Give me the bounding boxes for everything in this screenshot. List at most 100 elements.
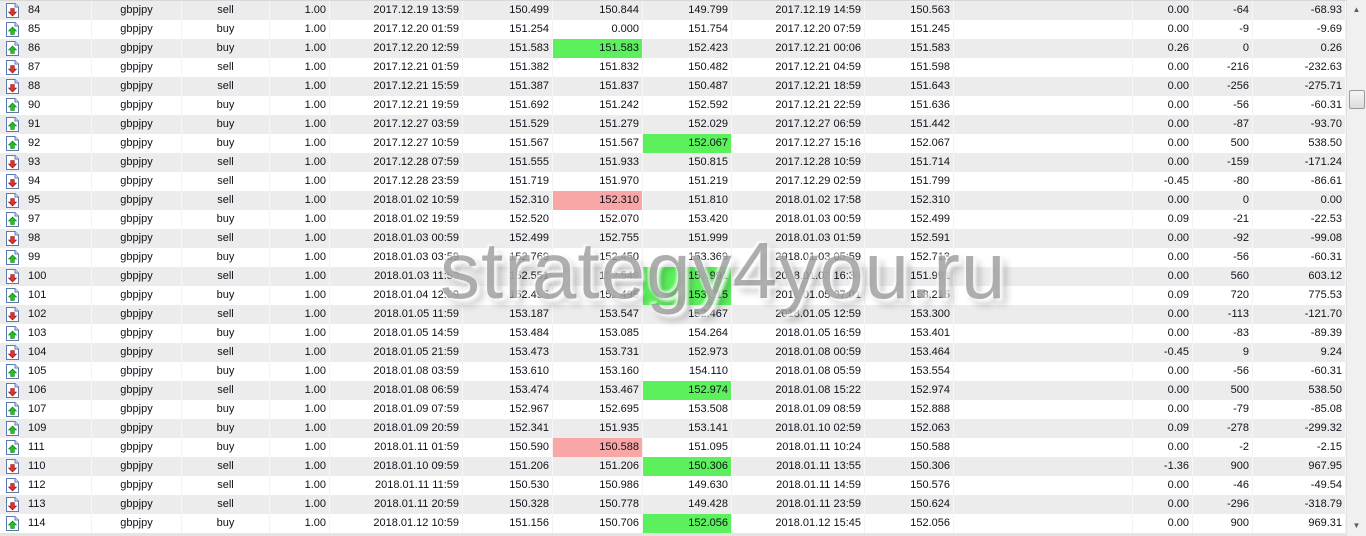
table-row[interactable]: 97 gbpjpy buy 1.00 2018.01.02 19:59 152.520 15…: [0, 210, 1346, 229]
table-row[interactable]: 106 gbpjpy sell 1.00 2018.01.08 06:59 153.474…: [0, 381, 1346, 400]
close-time-cell: 2018.01.12 15:45: [732, 514, 865, 533]
close-price-cell: 153.300: [865, 305, 954, 324]
type-cell: sell: [182, 153, 270, 172]
pips-cell: -56: [1193, 248, 1253, 267]
table-row[interactable]: 100 gbpjpy sell 1.00 2018.01.03 11:59 152.551…: [0, 267, 1346, 286]
stop-loss-cell: 0.000: [553, 20, 643, 39]
profit-cell: -232.63: [1253, 58, 1346, 77]
table-row[interactable]: 111 gbpjpy buy 1.00 2018.01.11 01:59 150.590 1…: [0, 438, 1346, 457]
table-row[interactable]: 88 gbpjpy sell 1.00 2017.12.21 15:59 151.387 1…: [0, 77, 1346, 96]
take-profit-cell: 153.215: [643, 286, 732, 305]
take-profit-cell: 153.141: [643, 419, 732, 438]
table-row[interactable]: 104 gbpjpy sell 1.00 2018.01.05 21:59 153.473…: [0, 343, 1346, 362]
stop-loss-cell: 151.279: [553, 115, 643, 134]
type-cell: buy: [182, 248, 270, 267]
table-row[interactable]: 90 gbpjpy buy 1.00 2017.12.21 19:59 151.692 15…: [0, 96, 1346, 115]
volume-cell: 1.00: [270, 77, 330, 96]
table-row[interactable]: 107 gbpjpy buy 1.00 2018.01.09 07:59 152.967 1…: [0, 400, 1346, 419]
profit-cell: -60.31: [1253, 248, 1346, 267]
table-row[interactable]: 103 gbpjpy buy 1.00 2018.01.05 14:59 153.484 1…: [0, 324, 1346, 343]
ticket-cell: 113: [0, 495, 92, 514]
table-row[interactable]: 92 gbpjpy buy 1.00 2017.12.27 10:59 151.567 15…: [0, 134, 1346, 153]
profit-cell: 0.26: [1253, 39, 1346, 58]
ticket-number: 98: [28, 232, 41, 244]
swap-cell: 0.00: [1133, 134, 1193, 153]
commission-cell: [954, 153, 1133, 172]
symbol-cell: gbpjpy: [92, 419, 182, 438]
ticket-number: 88: [28, 80, 41, 92]
symbol-cell: gbpjpy: [92, 476, 182, 495]
type-cell: sell: [182, 343, 270, 362]
take-profit-cell: 149.799: [643, 1, 732, 20]
symbol-cell: gbpjpy: [92, 457, 182, 476]
ticket-cell: 109: [0, 419, 92, 438]
stop-loss-cell: 151.935: [553, 419, 643, 438]
symbol-cell: gbpjpy: [92, 39, 182, 58]
open-price-cell: 152.967: [463, 400, 553, 419]
table-row[interactable]: 98 gbpjpy sell 1.00 2018.01.03 00:59 152.499 1…: [0, 229, 1346, 248]
table-row[interactable]: 85 gbpjpy buy 1.00 2017.12.20 01:59 151.254 0.…: [0, 20, 1346, 39]
stop-loss-cell: 152.549: [553, 267, 643, 286]
open-time-cell: 2017.12.21 15:59: [330, 77, 463, 96]
table-row[interactable]: 95 gbpjpy sell 1.00 2018.01.02 10:59 152.310 1…: [0, 191, 1346, 210]
swap-cell: 0.00: [1133, 381, 1193, 400]
buy-order-up-arrow-icon: [6, 22, 19, 37]
pips-cell: -56: [1193, 96, 1253, 115]
table-row[interactable]: 86 gbpjpy buy 1.00 2017.12.20 12:59 151.583 15…: [0, 39, 1346, 58]
stop-loss-cell: 151.933: [553, 153, 643, 172]
open-price-cell: 151.387: [463, 77, 553, 96]
table-row[interactable]: 99 gbpjpy buy 1.00 2018.01.03 03:59 152.769 15…: [0, 248, 1346, 267]
table-row[interactable]: 105 gbpjpy buy 1.00 2018.01.08 03:59 153.610 1…: [0, 362, 1346, 381]
close-time-cell: 2018.01.05 16:59: [732, 324, 865, 343]
open-price-cell: 151.583: [463, 39, 553, 58]
stop-loss-cell: 152.495: [553, 286, 643, 305]
ticket-cell: 114: [0, 514, 92, 533]
ticket-number: 94: [28, 175, 41, 187]
table-row[interactable]: 93 gbpjpy sell 1.00 2017.12.28 07:59 151.555 1…: [0, 153, 1346, 172]
pips-cell: 500: [1193, 134, 1253, 153]
table-row[interactable]: 112 gbpjpy sell 1.00 2018.01.11 11:59 150.530…: [0, 476, 1346, 495]
profit-cell: 538.50: [1253, 134, 1346, 153]
table-row[interactable]: 114 gbpjpy buy 1.00 2018.01.12 10:59 151.156 1…: [0, 514, 1346, 533]
profit-cell: -275.71: [1253, 77, 1346, 96]
take-profit-cell: 150.815: [643, 153, 732, 172]
type-cell: buy: [182, 419, 270, 438]
take-profit-cell: 152.592: [643, 96, 732, 115]
table-row[interactable]: 110 gbpjpy sell 1.00 2018.01.10 09:59 151.206…: [0, 457, 1346, 476]
close-time-cell: 2018.01.02 17:58: [732, 191, 865, 210]
pips-cell: -83: [1193, 324, 1253, 343]
stop-loss-cell: 153.085: [553, 324, 643, 343]
sell-order-down-arrow-icon: [6, 269, 19, 284]
buy-order-up-arrow-icon: [6, 421, 19, 436]
take-profit-cell: 151.991: [643, 267, 732, 286]
type-cell: buy: [182, 324, 270, 343]
profit-cell: 775.53: [1253, 286, 1346, 305]
scroll-thumb[interactable]: [1349, 90, 1365, 109]
swap-cell: 0.00: [1133, 20, 1193, 39]
table-row[interactable]: 91 gbpjpy buy 1.00 2017.12.27 03:59 151.529 15…: [0, 115, 1346, 134]
table-row[interactable]: 84 gbpjpy sell 1.00 2017.12.19 13:59 150.499 1…: [0, 1, 1346, 20]
open-time-cell: 2018.01.05 21:59: [330, 343, 463, 362]
symbol-cell: gbpjpy: [92, 305, 182, 324]
table-row[interactable]: 102 gbpjpy sell 1.00 2018.01.05 11:59 153.187…: [0, 305, 1346, 324]
commission-cell: [954, 305, 1133, 324]
table-row[interactable]: 109 gbpjpy buy 1.00 2018.01.09 20:59 152.341 1…: [0, 419, 1346, 438]
scroll-down-arrow-icon[interactable]: ▼: [1352, 521, 1361, 530]
swap-cell: 0.00: [1133, 362, 1193, 381]
pips-cell: -56: [1193, 362, 1253, 381]
ticket-number: 100: [28, 270, 47, 282]
table-row[interactable]: 101 gbpjpy buy 1.00 2018.01.04 12:59 152.495 1…: [0, 286, 1346, 305]
scroll-up-arrow-icon[interactable]: ▲: [1352, 5, 1361, 14]
table-row[interactable]: 113 gbpjpy sell 1.00 2018.01.11 20:59 150.328…: [0, 495, 1346, 514]
table-row[interactable]: 87 gbpjpy sell 1.00 2017.12.21 01:59 151.382 1…: [0, 58, 1346, 77]
table-row[interactable]: 94 gbpjpy sell 1.00 2017.12.28 23:59 151.719 1…: [0, 172, 1346, 191]
ticket-cell: 97: [0, 210, 92, 229]
stop-loss-cell: 152.755: [553, 229, 643, 248]
sell-order-down-arrow-icon: [6, 193, 19, 208]
vertical-scrollbar[interactable]: ▲ ▼: [1346, 0, 1366, 536]
buy-order-up-arrow-icon: [6, 516, 19, 531]
close-price-cell: 151.636: [865, 96, 954, 115]
ticket-cell: 104: [0, 343, 92, 362]
commission-cell: [954, 39, 1133, 58]
stop-loss-cell: 151.206: [553, 457, 643, 476]
